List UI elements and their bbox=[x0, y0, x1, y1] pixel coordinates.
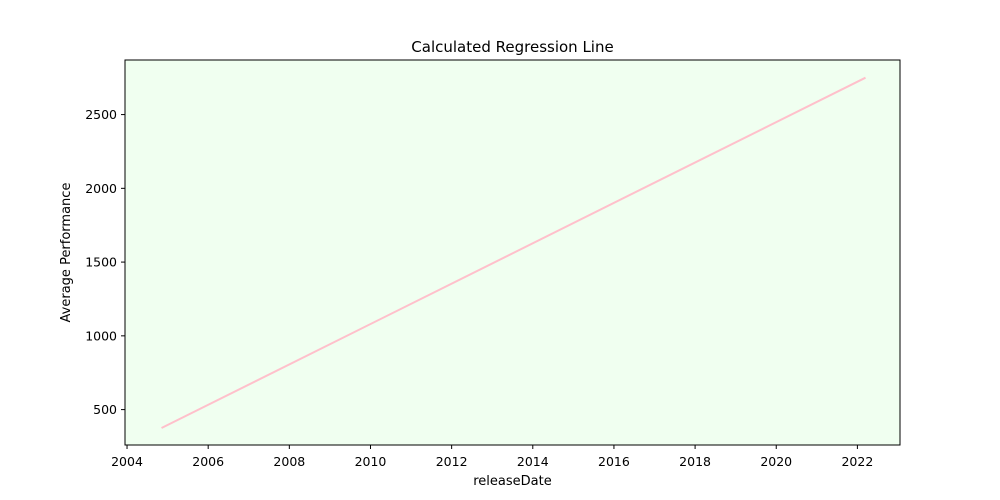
x-axis: 2004 2006 2008 2010 2012 2014 2016 2018 2020 2022 bbox=[111, 445, 873, 469]
x-axis-label: releaseDate bbox=[473, 474, 551, 489]
y-axis: 500 1000 1500 2000 2500 bbox=[85, 107, 125, 417]
y-tick-label: 1500 bbox=[85, 255, 117, 270]
y-axis-label: Average Performance bbox=[59, 183, 74, 323]
y-tick-label: 2500 bbox=[85, 107, 117, 122]
y-tick-label: 1000 bbox=[85, 328, 117, 343]
plot-frame bbox=[124, 59, 901, 446]
chart-title: Calculated Regression Line bbox=[411, 38, 613, 56]
regression-line bbox=[161, 76, 866, 429]
series-layer bbox=[161, 76, 866, 429]
x-tick-label: 2014 bbox=[517, 454, 549, 469]
x-tick-label: 2020 bbox=[760, 454, 792, 469]
x-tick-label: 2004 bbox=[111, 454, 143, 469]
x-tick-label: 2022 bbox=[841, 454, 873, 469]
y-tick-label: 500 bbox=[93, 402, 117, 417]
y-tick-label: 2000 bbox=[85, 181, 117, 196]
x-tick-label: 2010 bbox=[355, 454, 387, 469]
x-tick-label: 2016 bbox=[598, 454, 630, 469]
x-tick-label: 2018 bbox=[679, 454, 711, 469]
x-tick-label: 2006 bbox=[192, 454, 224, 469]
x-tick-label: 2008 bbox=[273, 454, 305, 469]
x-tick-label: 2012 bbox=[436, 454, 468, 469]
